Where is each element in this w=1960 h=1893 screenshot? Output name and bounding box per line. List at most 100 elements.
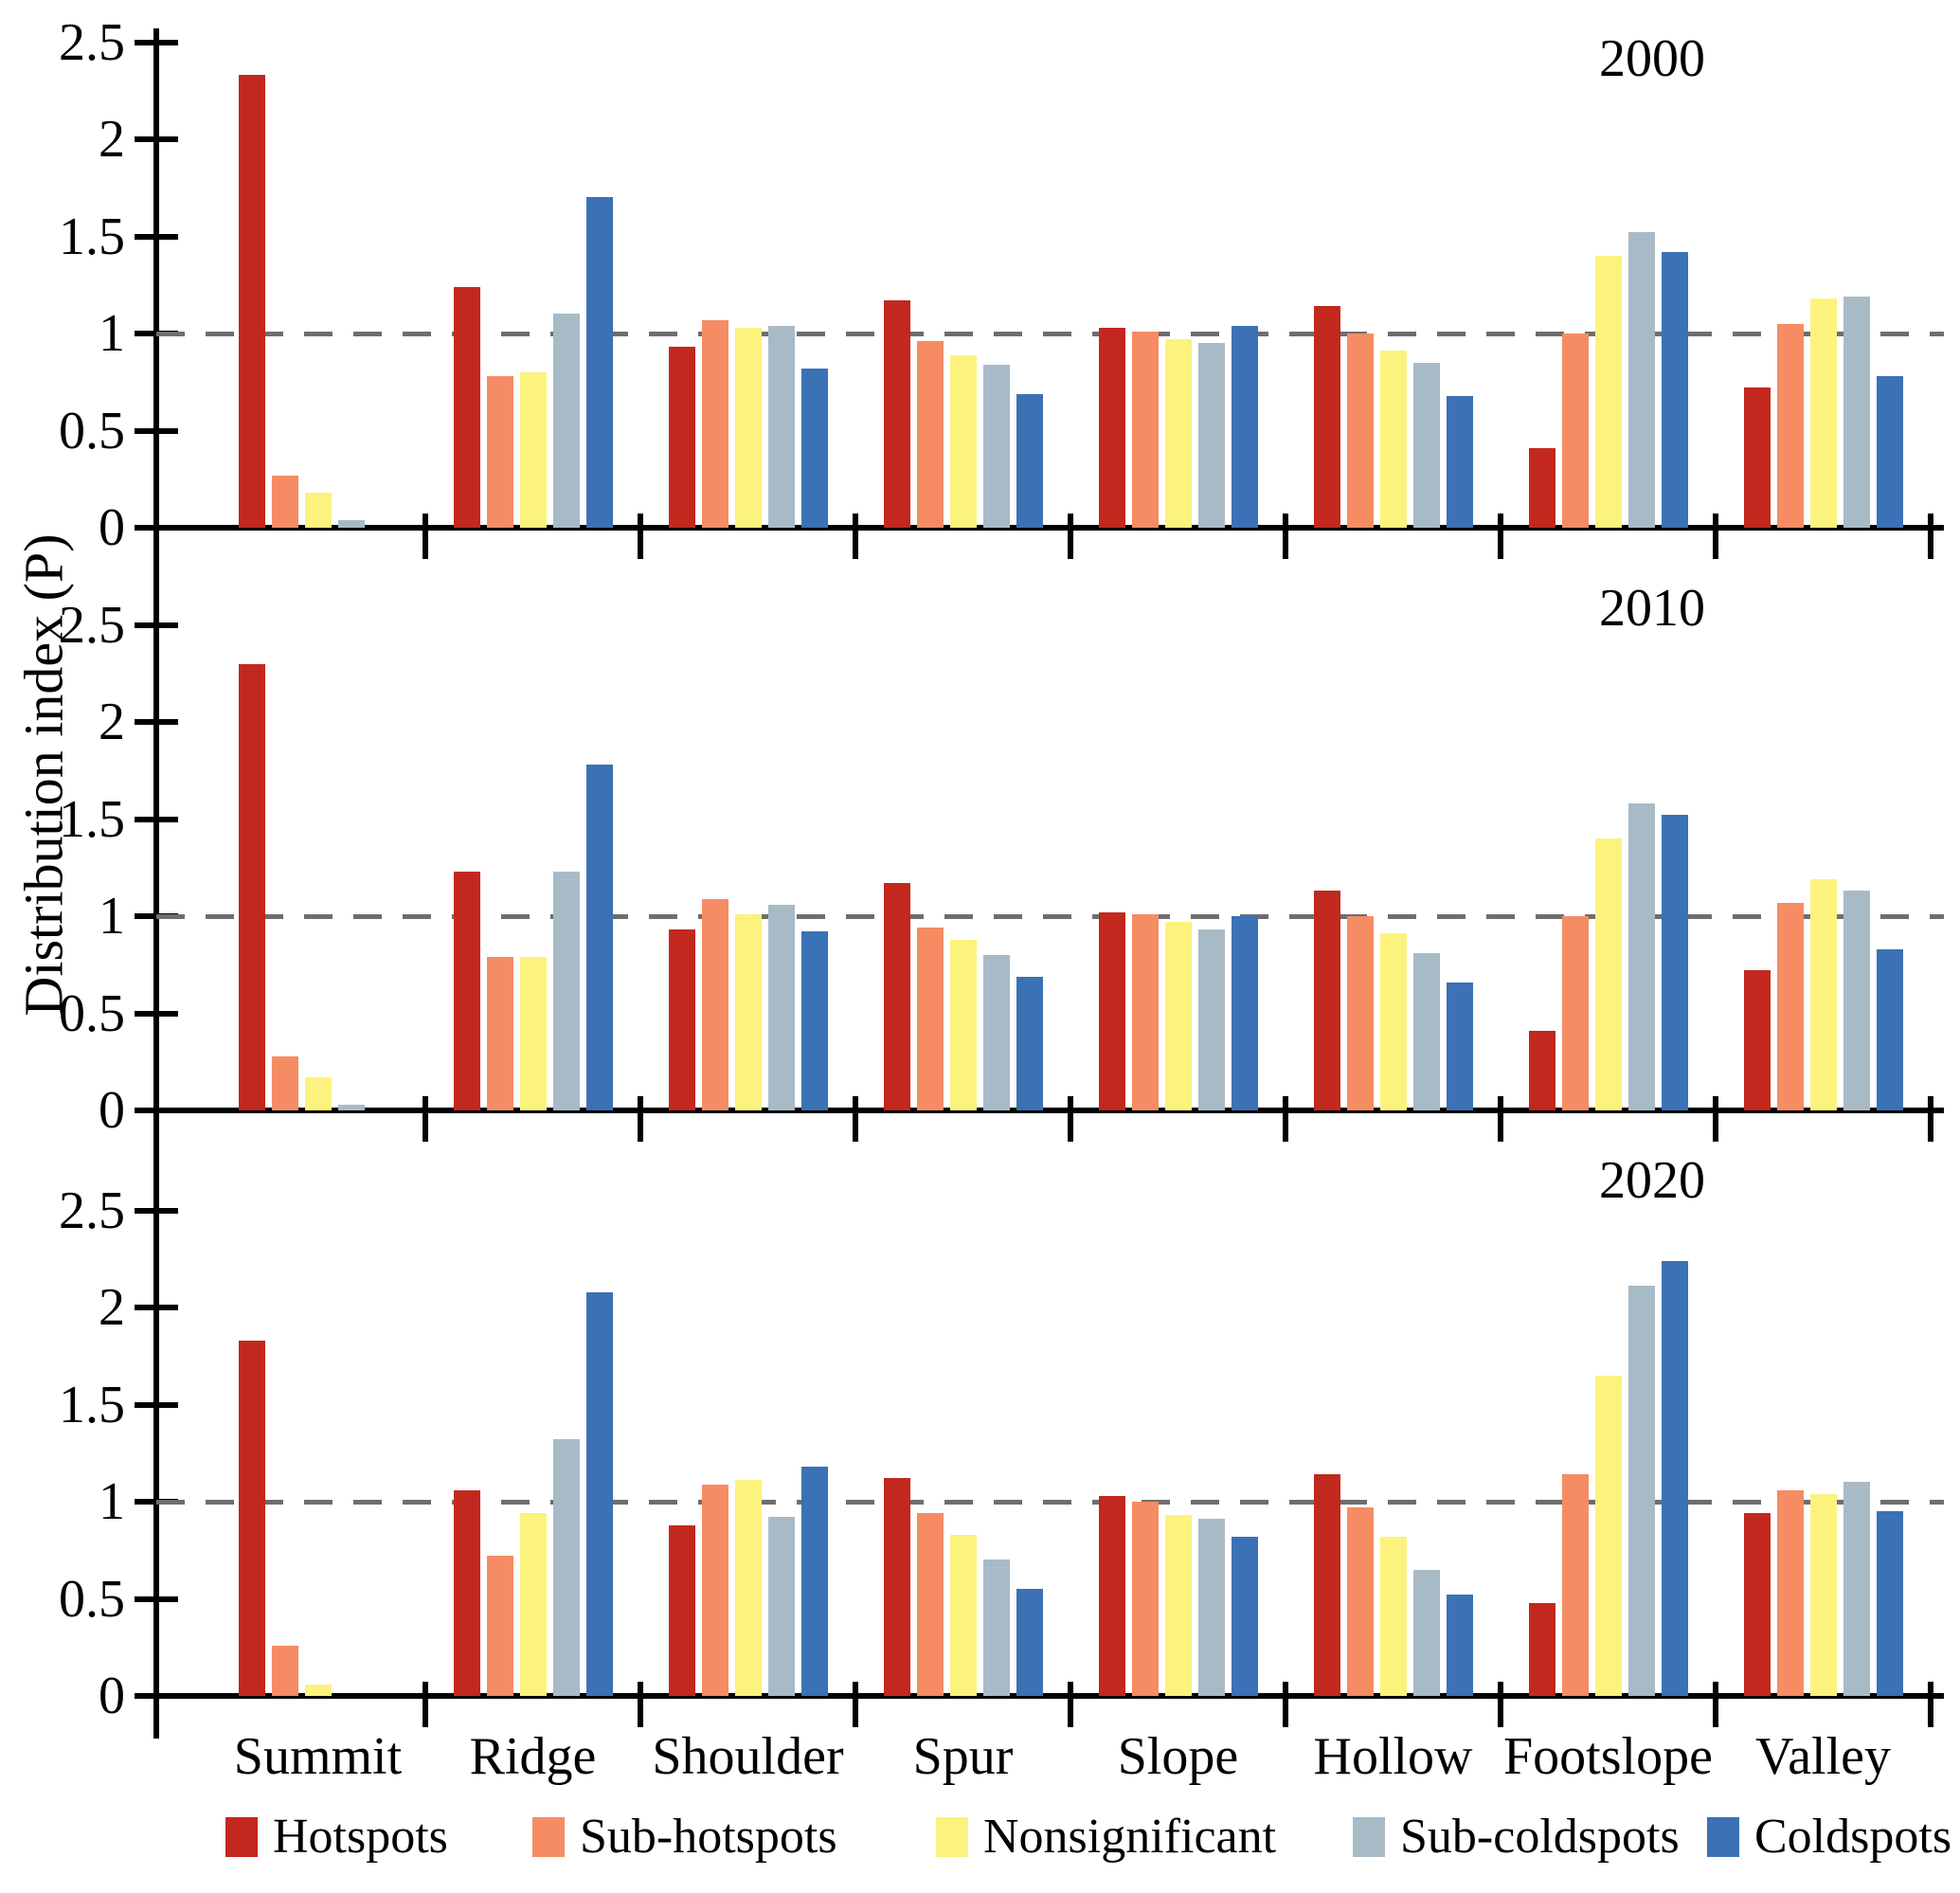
bar: [801, 931, 828, 1110]
bar: [983, 1559, 1010, 1696]
bar: [669, 1525, 695, 1696]
y-tick-label: 1.5: [59, 789, 125, 849]
x-tick-mark: [638, 514, 643, 559]
bar: [1662, 815, 1688, 1110]
bar: [702, 1485, 728, 1696]
bar: [1099, 1496, 1125, 1696]
y-tick-label: 0: [99, 498, 125, 557]
x-category-label: Ridge: [469, 1727, 597, 1786]
bar: [1132, 332, 1159, 528]
bar: [702, 320, 728, 528]
bar: [1198, 1519, 1225, 1696]
bar: [884, 883, 910, 1110]
x-tick-mark: [423, 1096, 428, 1142]
bar: [1165, 1515, 1192, 1696]
x-tick-mark: [1498, 1682, 1503, 1727]
legend-item: Nonsignificant: [936, 1808, 1276, 1866]
x-category-label: Shoulder: [652, 1727, 844, 1786]
reference-line: [156, 332, 1944, 336]
y-tick-label: 1: [99, 887, 125, 946]
bar: [950, 355, 977, 528]
bar: [1662, 252, 1688, 528]
bar: [1843, 1482, 1870, 1696]
bar: [1232, 1537, 1258, 1696]
bar: [553, 1439, 580, 1696]
bar: [586, 1292, 613, 1696]
bar: [1380, 933, 1407, 1110]
y-axis-spine: [153, 28, 159, 570]
bar: [917, 928, 944, 1110]
bar: [239, 1341, 265, 1696]
bar: [487, 1556, 513, 1696]
bar: [305, 493, 332, 528]
y-tick-label: 2.5: [59, 1181, 125, 1240]
legend-item: Coldspots: [1707, 1808, 1951, 1866]
x-tick-mark: [853, 514, 858, 559]
bar: [950, 940, 977, 1110]
y-tick-mark: [135, 1596, 178, 1602]
y-tick-mark: [135, 233, 178, 240]
y-tick-mark: [135, 816, 178, 822]
bar: [1595, 1376, 1622, 1696]
y-tick-label: 0: [99, 1081, 125, 1140]
bar: [1099, 328, 1125, 528]
bar: [1132, 1502, 1159, 1696]
legend-label: Sub-coldspots: [1400, 1810, 1680, 1864]
legend-swatch-nonsignificant: [936, 1817, 968, 1857]
bar: [1413, 363, 1440, 528]
bar: [1529, 1603, 1555, 1696]
x-tick-mark: [638, 1096, 643, 1142]
bar: [520, 372, 547, 528]
bar: [1347, 916, 1374, 1110]
bar: [1165, 922, 1192, 1110]
y-tick-mark: [135, 39, 178, 45]
bar: [1165, 339, 1192, 528]
bar: [1380, 351, 1407, 528]
y-tick-label: 0.5: [59, 1569, 125, 1629]
bar: [1347, 1507, 1374, 1696]
bar: [553, 314, 580, 528]
y-tick-mark: [135, 1207, 178, 1214]
bar: [1314, 891, 1340, 1110]
bar: [1562, 1474, 1589, 1696]
bar: [950, 1535, 977, 1696]
x-tick-mark: [1068, 1096, 1073, 1142]
y-axis-spine: [153, 1129, 159, 1739]
bar: [272, 476, 298, 528]
bar: [1016, 1589, 1043, 1696]
legend-item: Hotspots: [225, 1808, 448, 1866]
y-tick-label: 0.5: [59, 983, 125, 1043]
bar: [1198, 929, 1225, 1110]
bar: [272, 1646, 298, 1696]
bar: [1447, 1595, 1473, 1696]
legend-label: Hotspots: [273, 1810, 448, 1864]
bar: [1843, 297, 1870, 528]
x-tick-mark: [1928, 514, 1933, 559]
x-tick-mark: [853, 1682, 858, 1727]
bar: [1447, 396, 1473, 528]
bar: [884, 1478, 910, 1696]
bar: [454, 287, 480, 528]
bar: [1877, 949, 1903, 1110]
x-tick-mark: [1283, 1682, 1288, 1727]
bar: [1744, 970, 1771, 1110]
bar: [1810, 1494, 1837, 1696]
y-tick-mark: [135, 1401, 178, 1408]
bar: [1529, 1031, 1555, 1110]
year-label: 2010: [1599, 579, 1705, 638]
bar: [553, 872, 580, 1110]
bar: [735, 914, 762, 1110]
y-tick-mark: [135, 719, 178, 725]
bar: [338, 520, 365, 528]
bar: [1314, 306, 1340, 528]
legend-swatch-coldspots: [1707, 1817, 1739, 1857]
y-tick-label: 1: [99, 304, 125, 363]
x-tick-mark: [1928, 1096, 1933, 1142]
legend-swatch-hotspots: [225, 1817, 258, 1857]
bar: [768, 905, 795, 1110]
y-tick-mark: [135, 427, 178, 434]
bar: [768, 1517, 795, 1696]
bar: [983, 365, 1010, 528]
